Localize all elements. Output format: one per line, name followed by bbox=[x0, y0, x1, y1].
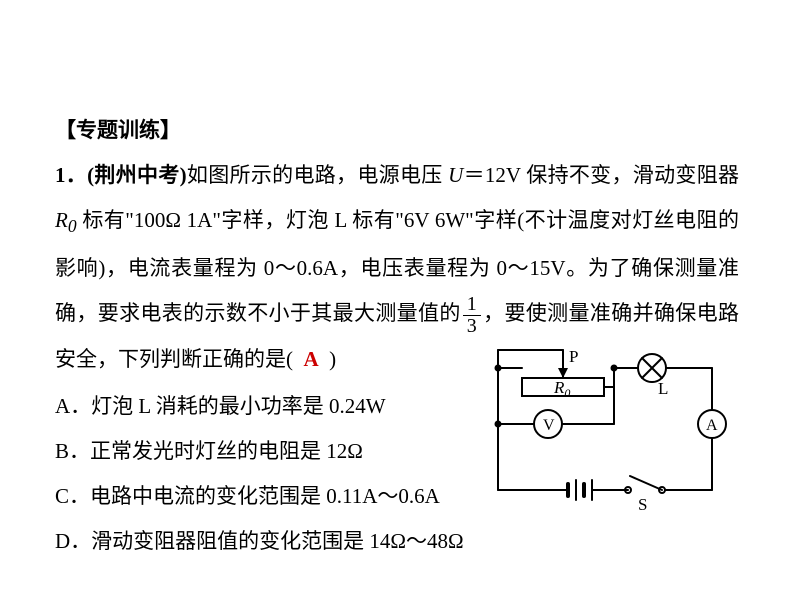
q-source: (荆州中考) bbox=[87, 163, 187, 187]
label-L: L bbox=[658, 379, 668, 398]
fraction: 13 bbox=[463, 294, 481, 337]
var-U: U bbox=[448, 163, 463, 187]
label-A: A bbox=[706, 417, 718, 434]
option-d: D．滑动变阻器阻值的变化范围是 14Ω～48Ω bbox=[55, 519, 739, 564]
label-S: S bbox=[638, 495, 647, 512]
eq12: ＝12V 保持不变，滑动变阻器 bbox=[463, 163, 739, 187]
answer: A bbox=[304, 347, 319, 371]
q-number: 1． bbox=[55, 163, 87, 187]
var-R0: R0 bbox=[55, 208, 77, 232]
t1: 如图所示的电路，电源电压 bbox=[187, 163, 449, 187]
label-P: P bbox=[569, 347, 578, 366]
heading: 【专题训练】 bbox=[55, 108, 739, 153]
circuit-diagram: P R0 V A L S bbox=[476, 342, 732, 512]
label-R0: R0 bbox=[553, 378, 570, 400]
t4: ) bbox=[329, 347, 336, 371]
label-V: V bbox=[543, 417, 555, 434]
